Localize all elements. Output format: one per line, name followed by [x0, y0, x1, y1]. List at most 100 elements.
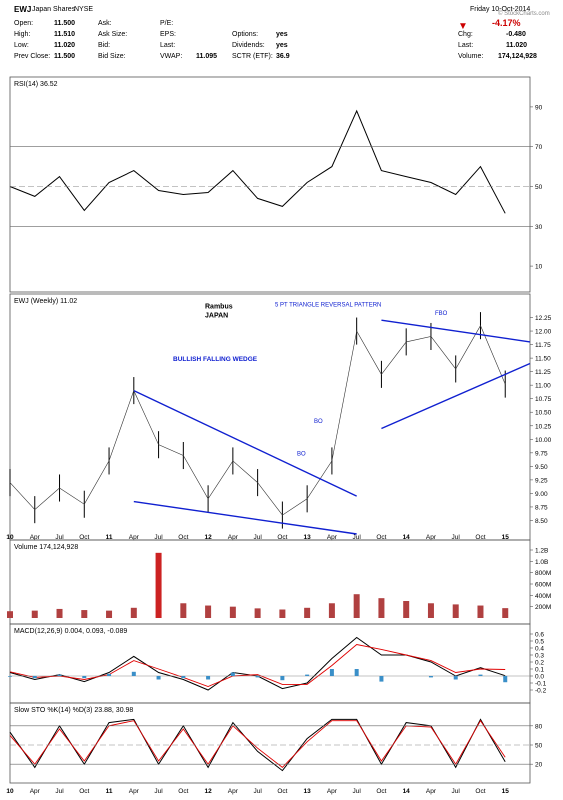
x-tick-label: Apr — [327, 788, 338, 795]
panel-frame — [9, 76, 531, 293]
x-tick-label: 12 — [204, 788, 212, 795]
x-tick-label: Oct — [277, 788, 287, 795]
y-tick-label: 400M — [535, 593, 551, 600]
volume-bar — [477, 605, 484, 618]
chart-annotation: JAPAN — [205, 313, 228, 320]
macd-histogram-bar — [181, 676, 186, 679]
label: Low: — [14, 42, 29, 49]
y-tick-label: 50 — [535, 743, 543, 750]
y-tick-label: 1.0B — [535, 559, 548, 566]
macd-histogram-bar — [131, 671, 136, 676]
macd-histogram-bar — [82, 676, 87, 679]
volume-bar — [56, 608, 63, 618]
macd-histogram-bar — [503, 676, 508, 683]
macd-histogram-bar — [478, 674, 483, 676]
panel-title: Slow STO %K(14) %D(3) 23.88, 30.98 — [14, 707, 133, 714]
x-tick-label: Jul — [253, 534, 262, 541]
y-tick-label: 0.0 — [535, 674, 544, 681]
series-line — [9, 644, 506, 687]
volume-bar — [403, 601, 410, 618]
y-tick-label: 50 — [535, 184, 543, 191]
x-tick-label: 11 — [106, 788, 113, 795]
macd-histogram-bar — [280, 676, 285, 681]
y-tick-label: 11.00 — [535, 383, 551, 390]
x-tick-label: Oct — [178, 534, 188, 541]
y-tick-label: 90 — [535, 104, 543, 111]
y-tick-label: 80 — [535, 723, 543, 730]
panel-frame — [9, 702, 531, 784]
x-tick-label: 14 — [403, 534, 411, 541]
label: Bid Size: — [98, 53, 126, 60]
y-tick-label: 12.25 — [535, 315, 552, 322]
y-tick-label: 10.25 — [535, 423, 552, 430]
macd-histogram-bar — [230, 672, 235, 676]
volume-bar — [328, 603, 335, 618]
y-tick-label: 200M — [535, 604, 551, 611]
panel-title: EWJ (Weekly) 11.02 — [14, 298, 77, 305]
macd-histogram-bar — [305, 674, 310, 676]
quote-date: Friday 10-Oct-2014 — [470, 6, 531, 13]
value: 11.020 — [54, 42, 76, 49]
x-tick-label: 15 — [502, 788, 510, 795]
x-tick-label: Apr — [228, 534, 239, 541]
down-arrow-icon: ▼ — [458, 21, 468, 32]
y-tick-label: 12.00 — [535, 329, 552, 336]
x-tick-label: Apr — [129, 534, 140, 541]
x-tick-label: Apr — [426, 534, 437, 541]
exchange: NYSE — [74, 6, 94, 13]
label: High: — [14, 31, 31, 38]
panel-frame — [9, 539, 531, 625]
x-tick-label: 10 — [6, 534, 14, 541]
y-tick-label: 600M — [535, 582, 551, 589]
label: Prev Close: — [14, 53, 51, 60]
macd-histogram-bar — [206, 676, 211, 680]
x-tick-label: Oct — [178, 788, 188, 795]
series-line — [9, 109, 506, 214]
x-tick-label: 15 — [502, 534, 510, 541]
value: 11.020 — [506, 42, 528, 49]
x-tick-label: Oct — [79, 534, 89, 541]
volume-bar — [279, 609, 286, 618]
x-tick-label: Jul — [154, 534, 163, 541]
panel-title: MACD(12,26,9) 0.004, 0.093, -0.089 — [14, 628, 127, 635]
volume-bar — [81, 610, 88, 618]
y-tick-label: 800M — [535, 570, 551, 577]
y-tick-label: -0.1 — [535, 681, 547, 688]
y-tick-label: 8.75 — [535, 504, 548, 511]
y-tick-label: 11.75 — [535, 342, 551, 349]
x-tick-label: Jul — [253, 788, 262, 795]
macd-histogram-bar — [453, 676, 458, 680]
chart-annotation: Rambus — [205, 303, 233, 310]
macd-histogram-bar — [379, 676, 384, 682]
volume-bar — [180, 603, 187, 618]
y-tick-label: 10.75 — [535, 396, 552, 403]
label: Ask: — [98, 20, 112, 27]
value: yes — [276, 31, 288, 38]
y-tick-label: 1.2B — [535, 548, 548, 555]
volume-bar — [353, 594, 360, 618]
y-tick-label: 9.25 — [535, 477, 548, 484]
macd-histogram-bar — [354, 669, 359, 676]
label: Ask Size: — [98, 31, 128, 38]
value: 174,124,928 — [498, 53, 537, 60]
quote-header: EWJ Japan Shares NYSE Friday 10-Oct-2014… — [0, 0, 563, 76]
label: VWAP: — [160, 53, 183, 60]
volume-bar — [31, 610, 38, 618]
y-tick-label: 10 — [535, 264, 543, 271]
value: 36.9 — [276, 53, 290, 60]
y-tick-label: 10.00 — [535, 437, 552, 444]
x-tick-label: Jul — [154, 788, 163, 795]
macd-histogram-bar — [32, 676, 37, 679]
label: P/E: — [160, 20, 174, 27]
x-tick-label: 12 — [204, 534, 212, 541]
x-tick-label: Apr — [426, 788, 437, 795]
x-tick-label: Oct — [475, 534, 485, 541]
x-tick-label: Oct — [475, 788, 485, 795]
panel-title: RSI(14) 36.52 — [14, 81, 58, 88]
x-tick-label: Jul — [55, 534, 64, 541]
x-tick-label: Oct — [376, 534, 386, 541]
x-tick-label: Oct — [277, 534, 287, 541]
brand-logo: © StockCharts.com — [498, 11, 550, 17]
y-tick-label: 70 — [535, 144, 543, 151]
